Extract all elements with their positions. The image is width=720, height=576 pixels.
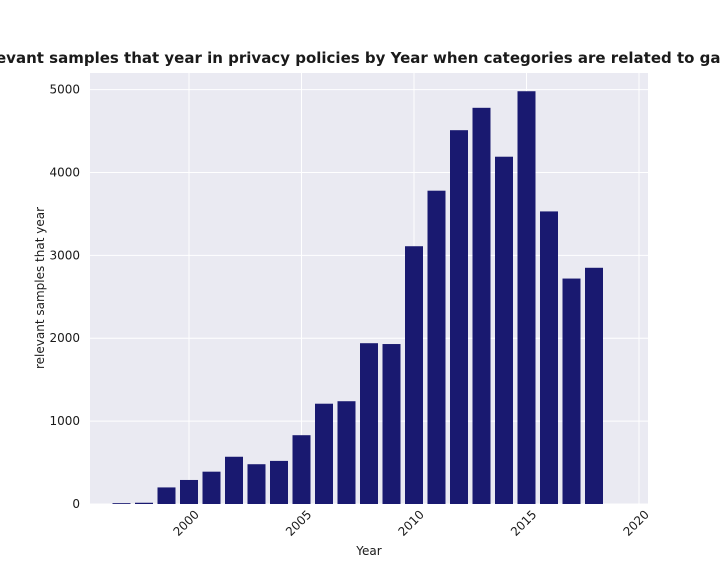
bar-2011 (427, 190, 446, 504)
x-tick-label: 2020 (620, 507, 651, 538)
bar-2012 (450, 130, 468, 505)
chart-title: relevant samples that year in privacy po… (0, 49, 720, 67)
x-tick-label: 2015 (508, 507, 539, 538)
x-axis-label: Year (355, 544, 381, 558)
bar-2007 (337, 401, 356, 504)
y-tick-label: 3000 (49, 248, 80, 262)
y-tick-labels: 0 1000 2000 3000 4000 5000 (49, 83, 80, 511)
y-tick-label: 4000 (49, 165, 80, 179)
bar-1997 (112, 503, 131, 504)
x-tick-label: 2005 (283, 507, 314, 538)
y-tick-label: 1000 (49, 414, 80, 428)
x-tick-label: 2000 (170, 507, 201, 538)
bar-2005 (292, 435, 311, 504)
y-tick-label: 5000 (49, 83, 80, 97)
bar-2018 (585, 267, 603, 504)
y-tick-label: 2000 (49, 331, 80, 345)
bar-2001 (202, 471, 221, 504)
bar-2009 (382, 344, 401, 504)
bar-2003 (247, 464, 266, 504)
bar-2013 (472, 107, 491, 505)
bar-2010 (405, 246, 423, 504)
x-tick-labels: 2000 2005 2010 2015 2020 (170, 507, 651, 538)
bars (112, 91, 603, 505)
bar-2002 (225, 456, 243, 504)
bar-2014 (495, 156, 513, 505)
bar-2017 (562, 278, 581, 504)
bar-2015 (517, 91, 536, 504)
bar-2016 (540, 211, 558, 505)
y-tick-label: 0 (72, 497, 80, 511)
y-axis-label: relevant samples that year (33, 207, 47, 369)
x-tick-label: 2010 (395, 507, 426, 538)
bar-2004 (270, 460, 288, 504)
bar-1999 (157, 487, 176, 504)
bar-2000 (180, 479, 198, 504)
bar-2008 (360, 343, 378, 504)
bar-2006 (315, 403, 333, 504)
bar-1998 (135, 502, 153, 504)
